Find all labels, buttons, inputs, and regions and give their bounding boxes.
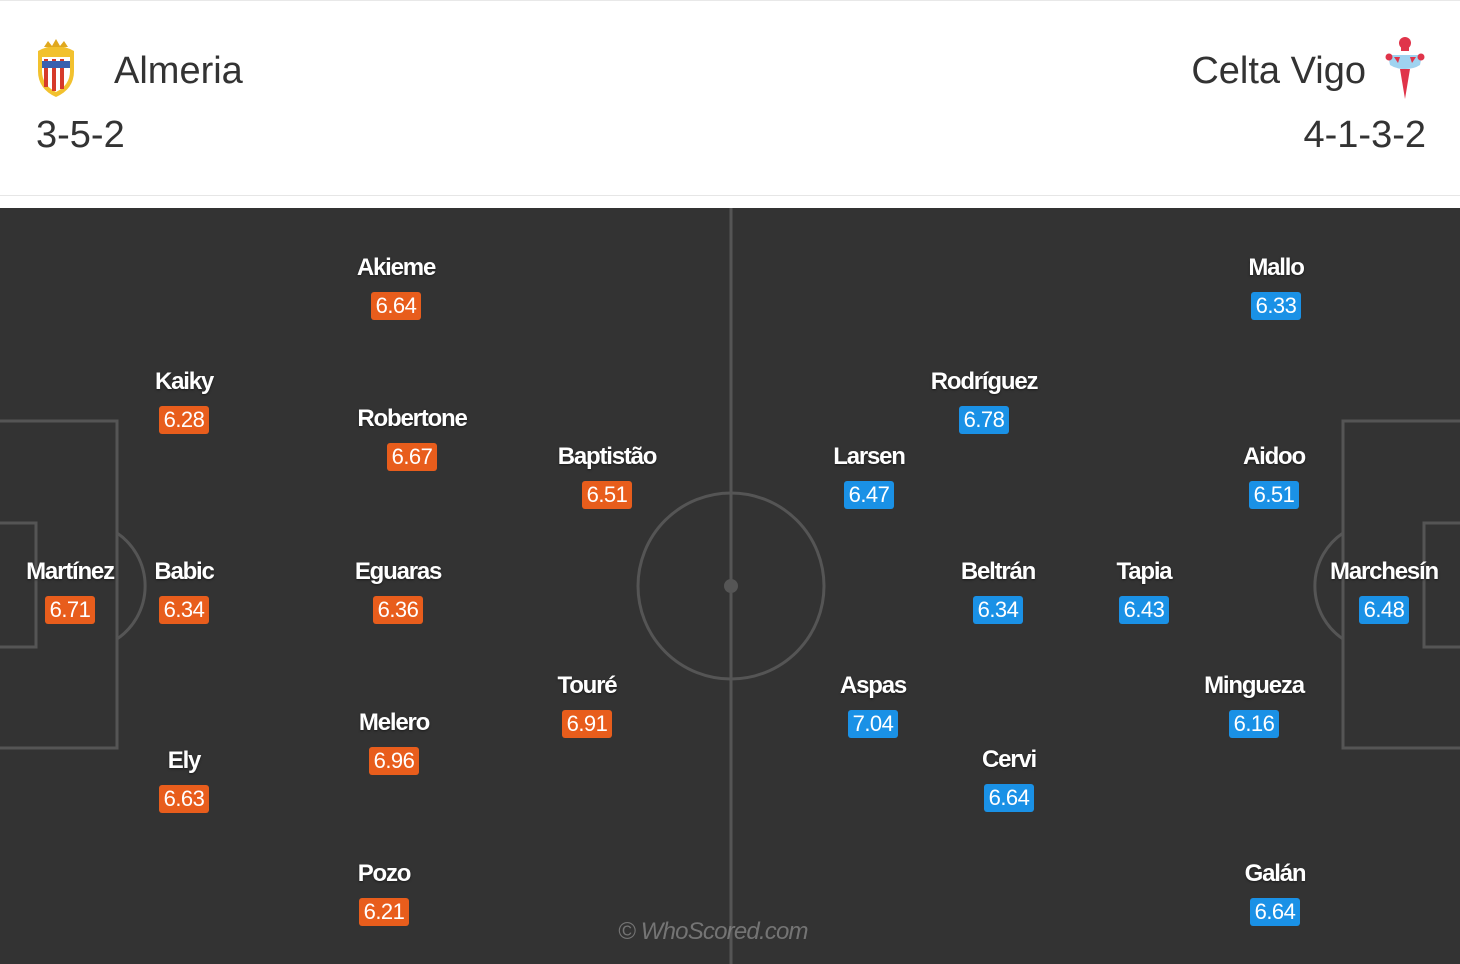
- away-player-card[interactable]: Tapia 6.43: [1074, 558, 1214, 624]
- player-rating-badge: 6.96: [368, 747, 420, 775]
- player-rating-badge: 6.34: [972, 596, 1024, 624]
- player-name: Eguaras: [354, 558, 443, 585]
- player-rating-badge: 6.51: [581, 481, 633, 509]
- away-team-name[interactable]: Celta Vigo: [1191, 50, 1366, 92]
- player-name: Larsen: [833, 443, 906, 470]
- home-player-card[interactable]: Ely 6.63: [114, 747, 254, 813]
- home-player-card[interactable]: Eguaras 6.36: [328, 558, 468, 624]
- player-rating-badge: 6.67: [386, 443, 438, 471]
- home-player-card[interactable]: Robertone 6.67: [342, 405, 482, 471]
- player-rating-badge: 6.21: [358, 898, 410, 926]
- player-name: Mallo: [1248, 254, 1305, 281]
- almeria-crest-icon: [30, 37, 82, 99]
- match-lineup-header: Almeria 3-5-2 Celta Vigo 4-1-3-2: [0, 0, 1460, 196]
- player-name: Martínez: [26, 558, 115, 585]
- pitch-markings: [0, 208, 1460, 964]
- player-name: Akieme: [356, 254, 436, 281]
- home-player-card[interactable]: Martínez 6.71: [0, 558, 140, 624]
- player-name: Aidoo: [1243, 443, 1306, 470]
- player-rating-badge: 6.36: [372, 596, 424, 624]
- player-rating-badge: 6.91: [561, 710, 613, 738]
- player-rating-badge: 6.43: [1118, 596, 1170, 624]
- home-player-card[interactable]: Pozo 6.21: [314, 860, 454, 926]
- player-rating-badge: 6.48: [1358, 596, 1410, 624]
- away-player-card[interactable]: Mallo 6.33: [1206, 254, 1346, 320]
- player-name: Marchesín: [1330, 558, 1439, 585]
- player-name: Galán: [1244, 860, 1307, 887]
- home-player-card[interactable]: Kaiky 6.28: [114, 368, 254, 434]
- home-team-formation: 3-5-2: [36, 114, 125, 156]
- player-rating-badge: 6.28: [158, 406, 210, 434]
- player-rating-badge: 7.04: [847, 710, 899, 738]
- player-name: Touré: [557, 672, 618, 699]
- player-rating-badge: 6.78: [958, 406, 1010, 434]
- player-rating-badge: 6.63: [158, 785, 210, 813]
- away-player-card[interactable]: Mingueza 6.16: [1184, 672, 1324, 738]
- player-name: Rodríguez: [930, 368, 1039, 395]
- player-name: Ely: [167, 747, 202, 774]
- home-player-card[interactable]: Babic 6.34: [114, 558, 254, 624]
- player-name: Baptistão: [557, 443, 658, 470]
- player-name: Robertone: [357, 405, 467, 432]
- player-rating-badge: 6.16: [1228, 710, 1280, 738]
- away-player-card[interactable]: Beltrán 6.34: [928, 558, 1068, 624]
- away-player-card[interactable]: Marchesín 6.48: [1314, 558, 1454, 624]
- whoscored-watermark: © WhoScored.com: [618, 918, 809, 945]
- away-player-card[interactable]: Aspas 7.04: [803, 672, 943, 738]
- celta-vigo-crest-icon: [1384, 35, 1426, 101]
- player-name: Aspas: [839, 672, 907, 699]
- away-player-card[interactable]: Rodríguez 6.78: [914, 368, 1054, 434]
- player-rating-badge: 6.47: [843, 481, 895, 509]
- away-player-card[interactable]: Larsen 6.47: [799, 443, 939, 509]
- player-name: Beltrán: [960, 558, 1036, 585]
- home-player-card[interactable]: Baptistão 6.51: [537, 443, 677, 509]
- player-name: Cervi: [981, 746, 1037, 773]
- player-rating-badge: 6.51: [1248, 481, 1300, 509]
- player-name: Pozo: [357, 860, 412, 887]
- player-name: Mingueza: [1204, 672, 1305, 699]
- player-rating-badge: 6.33: [1250, 292, 1302, 320]
- home-player-card[interactable]: Akieme 6.64: [326, 254, 466, 320]
- player-rating-badge: 6.64: [1249, 898, 1301, 926]
- pitch: Martínez 6.71 Kaiky 6.28 Babic 6.34 Ely …: [0, 208, 1460, 964]
- away-player-card[interactable]: Cervi 6.64: [939, 746, 1079, 812]
- home-team-name[interactable]: Almeria: [114, 50, 243, 92]
- home-player-card[interactable]: Touré 6.91: [517, 672, 657, 738]
- away-team-formation: 4-1-3-2: [1303, 114, 1427, 156]
- home-player-card[interactable]: Melero 6.96: [324, 709, 464, 775]
- player-rating-badge: 6.71: [44, 596, 96, 624]
- away-player-card[interactable]: Aidoo 6.51: [1204, 443, 1344, 509]
- player-name: Melero: [358, 709, 430, 736]
- player-name: Kaiky: [154, 368, 214, 395]
- player-rating-badge: 6.64: [983, 784, 1035, 812]
- player-rating-badge: 6.64: [370, 292, 422, 320]
- player-rating-badge: 6.34: [158, 596, 210, 624]
- player-name: Babic: [154, 558, 215, 585]
- away-player-card[interactable]: Galán 6.64: [1205, 860, 1345, 926]
- player-name: Tapia: [1116, 558, 1173, 585]
